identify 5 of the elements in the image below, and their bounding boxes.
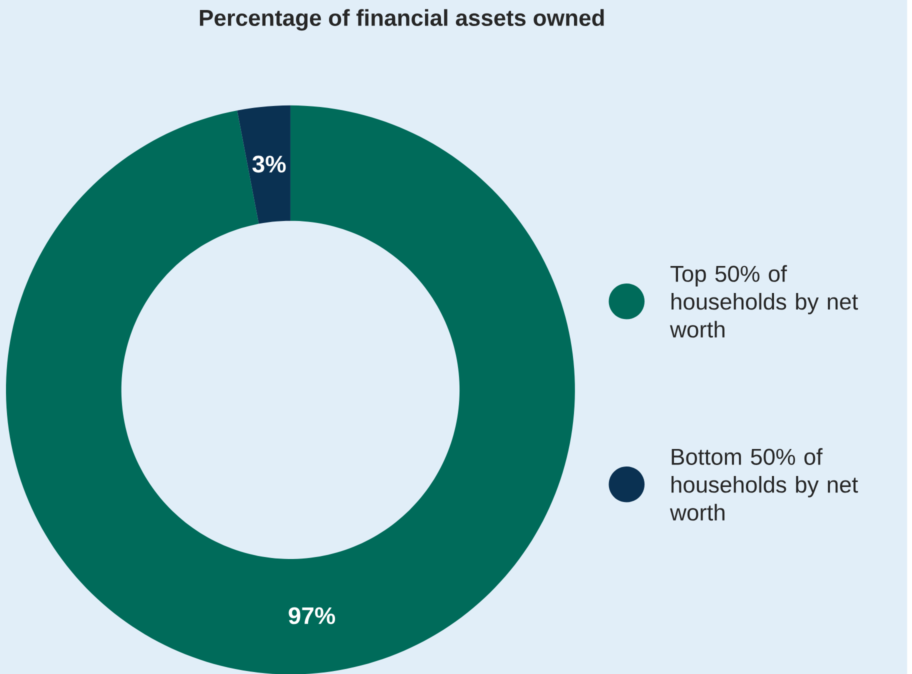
legend-label: Top 50% of households by net worth: [670, 264, 858, 338]
legend-label: Bottom 50% of households by net worth: [670, 448, 858, 520]
data-label: 97%: [288, 607, 336, 624]
data-label: 3%: [252, 155, 286, 172]
chart-title: Percentage of financial assets owned: [200, 8, 604, 30]
